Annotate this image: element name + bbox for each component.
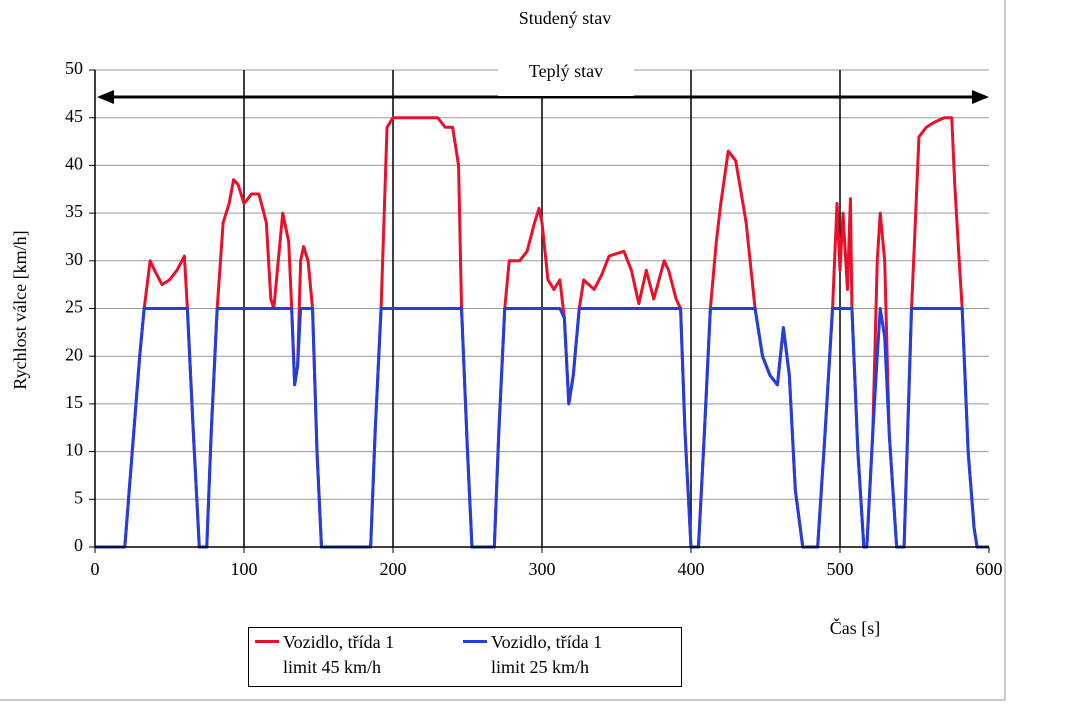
y-tick-label: 50 (65, 58, 83, 78)
annotation: Studený stav (519, 8, 612, 28)
x-axis-label: Čas [s] (830, 617, 881, 638)
x-tick-label: 0 (91, 559, 100, 579)
legend-swatch (255, 640, 279, 643)
y-tick-label: 45 (65, 106, 83, 126)
y-tick-label: 40 (65, 154, 83, 174)
x-tick-label: 500 (827, 559, 854, 579)
x-tick-label: 400 (678, 559, 705, 579)
x-tick-label: 100 (231, 559, 258, 579)
legend-label: Vozidlo, třída 1 limit 45 km/h (283, 632, 395, 677)
legend-swatch (463, 640, 487, 643)
y-tick-label: 0 (74, 535, 83, 555)
arrow-head (97, 90, 114, 104)
y-axis-label: Rychlost válce [km/h] (10, 230, 30, 389)
legend-label: Vozidlo, třída 1 limit 25 km/h (491, 632, 603, 677)
y-tick-label: 15 (65, 392, 83, 412)
y-tick-label: 20 (65, 344, 83, 364)
annotation-box (498, 58, 634, 96)
legend: Vozidlo, třída 1 limit 45 km/h Vozidlo, t… (248, 627, 682, 687)
arrow-head (972, 90, 989, 104)
annotation: Teplý stav (529, 61, 603, 81)
y-tick-label: 30 (65, 249, 83, 269)
y-tick-label: 35 (65, 201, 83, 221)
x-tick-label: 300 (529, 559, 556, 579)
x-tick-label: 200 (380, 559, 407, 579)
y-tick-label: 5 (74, 487, 83, 507)
x-tick-label: 600 (976, 559, 1003, 579)
y-tick-label: 10 (65, 440, 83, 460)
y-tick-label: 25 (65, 297, 83, 317)
